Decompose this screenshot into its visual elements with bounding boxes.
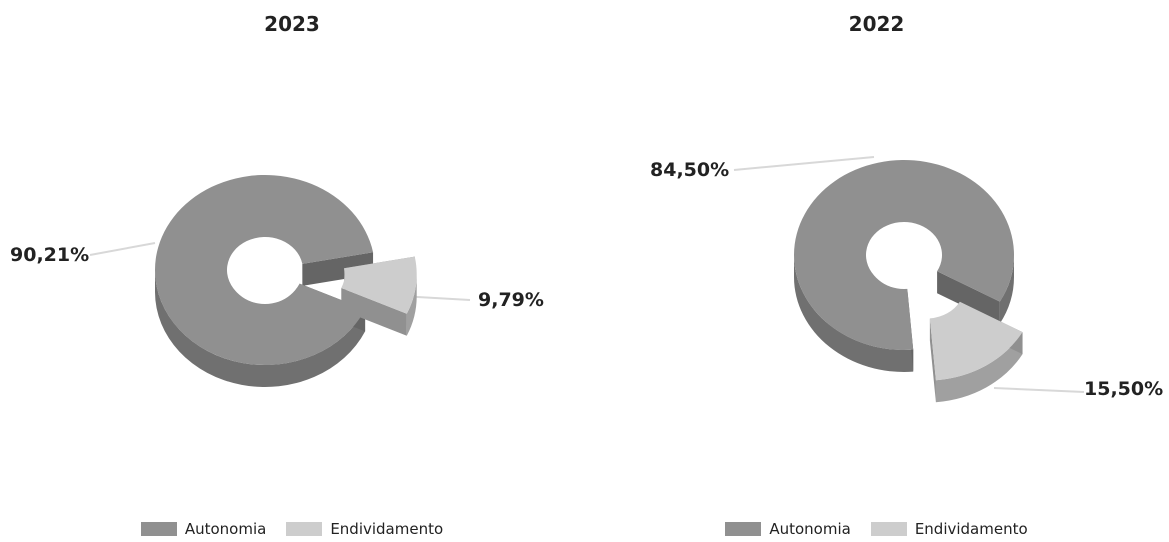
donut-hole [868, 227, 940, 289]
slice-top [341, 256, 417, 314]
legend-swatch-autonomia [140, 522, 177, 536]
slice-cut-face [302, 252, 374, 286]
legend-label: Autonomia [769, 520, 851, 538]
chart-2022: 2022 84,50% 15,50% Autonomia Endividamen… [584, 0, 1169, 542]
slice-side [794, 255, 914, 372]
slice-side [935, 332, 1023, 403]
slice-cut-face [929, 318, 936, 403]
slice-top [794, 159, 1014, 350]
legend-label: Autonomia [184, 520, 267, 538]
chart-title: 2022 [848, 12, 905, 36]
legend-swatch-autonomia [725, 522, 762, 536]
slice-side [999, 255, 1014, 324]
chart-2023: 2023 90,21% 9,79% Autonomia Endividament… [0, 0, 584, 542]
legend-label: Endividamento [330, 520, 444, 538]
legend-item: Endividamento [286, 520, 443, 538]
leader-line [89, 242, 156, 256]
legend-swatch-endividamento [286, 522, 323, 536]
legend: Autonomia Endividamento [584, 520, 1169, 538]
slice-cut-face [341, 288, 407, 336]
legend: Autonomia Endividamento [0, 520, 584, 538]
legend-label: Endividamento [914, 520, 1028, 538]
donut-slice-autonomia [155, 175, 374, 388]
leader-line [993, 387, 1085, 393]
legend-swatch-endividamento [870, 522, 907, 536]
slice-side [155, 270, 366, 388]
donut-chart-svg [89, 175, 471, 388]
slice-top [155, 175, 374, 366]
slice-cut-face [937, 271, 1000, 324]
data-label-autonomia: 90,21% [10, 244, 90, 266]
donut-slice-endividamento [341, 256, 417, 336]
legend-item: Autonomia [140, 520, 267, 538]
donut-hole [229, 242, 301, 304]
donut-chart-svg [733, 156, 1085, 403]
data-label-endividamento: 15,50% [1084, 378, 1164, 400]
legend-item: Endividamento [870, 520, 1028, 538]
data-label-endividamento: 9,79% [478, 289, 544, 311]
slice-top [929, 301, 1023, 381]
leader-line [733, 156, 875, 171]
donut-slice-autonomia [794, 159, 1014, 372]
slice-side [406, 274, 417, 336]
chart-title: 2023 [264, 12, 320, 36]
donut-slice-endividamento [929, 301, 1023, 403]
legend-item: Autonomia [725, 520, 851, 538]
data-label-autonomia: 84,50% [650, 159, 730, 181]
